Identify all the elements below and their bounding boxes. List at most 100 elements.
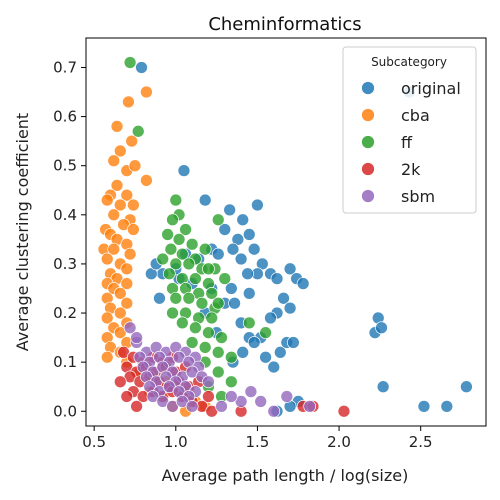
data-point-cba — [120, 296, 134, 310]
legend-label-2k: 2k — [401, 160, 421, 179]
data-point-sbm — [202, 375, 215, 389]
x-tick-label: 1.0 — [164, 433, 188, 451]
data-point-original — [460, 380, 473, 394]
data-point-ff — [189, 321, 202, 335]
data-point-ff — [195, 296, 209, 310]
data-point-ff — [202, 262, 215, 276]
data-point-original — [241, 267, 254, 281]
data-point-original — [177, 164, 191, 177]
data-point-ff — [211, 213, 225, 227]
data-point-sbm — [185, 400, 199, 413]
data-point-original — [228, 296, 241, 310]
data-point-cba — [120, 277, 134, 290]
data-point-sbm — [244, 385, 258, 398]
legend: Subcategory original cba ff 2k sbm — [342, 46, 477, 214]
data-point-ff — [182, 257, 196, 271]
data-point-ff — [215, 331, 228, 344]
legend-label-ff: ff — [401, 133, 413, 152]
data-point-original — [259, 350, 272, 364]
data-point-ff — [211, 296, 225, 310]
y-axis-label: Average clustering coefficient — [13, 113, 32, 351]
data-point-cba — [140, 85, 153, 99]
data-point-sbm — [280, 390, 294, 403]
data-point-original — [242, 228, 256, 241]
data-point-ff — [123, 56, 137, 69]
data-point-ff — [211, 365, 225, 379]
data-point-original — [283, 262, 297, 276]
data-point-ff — [156, 252, 170, 266]
data-point-sbm — [224, 390, 238, 403]
data-point-ff — [218, 272, 232, 286]
y-tick-label: 0.5 — [53, 157, 77, 175]
data-point-cba — [100, 252, 114, 266]
data-point-cba — [107, 208, 121, 222]
data-point-ff — [175, 316, 189, 330]
data-point-original — [283, 301, 297, 315]
data-point-cba — [110, 120, 124, 133]
data-point-original — [376, 380, 390, 394]
data-point-original — [135, 61, 148, 74]
data-point-ff — [172, 233, 186, 246]
data-point-cba — [122, 95, 135, 109]
legend-marker-ff — [361, 135, 375, 149]
data-point-original — [236, 345, 250, 359]
data-point-ff — [179, 223, 192, 236]
data-point-ff — [164, 242, 178, 256]
data-point-sbm — [267, 404, 281, 418]
data-point-2k — [337, 404, 351, 418]
data-point-cba — [123, 247, 137, 261]
data-point-cba — [140, 174, 153, 187]
data-point-ff — [169, 291, 183, 305]
x-tick-label: 1.5 — [245, 433, 269, 451]
data-point-ff — [224, 375, 238, 389]
data-point-ff — [169, 193, 183, 207]
data-point-ff — [162, 267, 176, 281]
x-tick-label: 0.5 — [82, 433, 106, 451]
data-point-original — [247, 336, 261, 349]
chart-title: Cheminformatics — [208, 14, 361, 35]
legend-label-original: original — [401, 79, 461, 98]
data-point-cba — [113, 287, 127, 300]
x-tick-label: 2.0 — [327, 433, 351, 451]
data-point-2k — [120, 390, 134, 403]
data-point-original — [286, 336, 300, 349]
data-point-ff — [182, 291, 196, 305]
data-point-cba — [110, 178, 124, 192]
legend-title: Subcategory — [371, 55, 447, 69]
y-tick-label: 0.7 — [53, 58, 77, 76]
points-layer — [97, 56, 473, 418]
data-point-cba — [120, 262, 134, 276]
data-point-ff — [198, 242, 212, 256]
legend-box — [342, 46, 477, 214]
data-point-original — [417, 400, 431, 413]
data-point-ff — [211, 345, 225, 359]
y-tick-label: 0.2 — [53, 304, 77, 322]
data-point-sbm — [130, 331, 143, 344]
data-point-cba — [100, 350, 114, 364]
x-axis: 0.5 1.0 1.5 2.0 2.5 — [82, 426, 433, 451]
legend-marker-sbm — [361, 189, 375, 203]
data-point-original — [242, 287, 256, 300]
data-point-original — [277, 291, 290, 305]
data-point-ff — [166, 306, 179, 320]
data-point-original — [273, 345, 287, 359]
data-point-cba — [107, 154, 121, 168]
data-point-sbm — [303, 400, 317, 413]
data-point-original — [296, 277, 310, 290]
data-point-ff — [189, 272, 202, 286]
data-point-cba — [128, 159, 142, 173]
data-point-original — [223, 203, 237, 217]
data-point-cba — [125, 134, 139, 148]
data-point-ff — [202, 326, 215, 340]
data-point-cba — [107, 242, 121, 256]
data-point-original — [375, 321, 388, 335]
data-point-ff — [185, 237, 199, 251]
data-point-ff — [131, 124, 145, 138]
data-point-sbm — [215, 400, 228, 413]
data-point-cba — [113, 306, 127, 320]
data-point-ff — [205, 287, 219, 300]
data-point-original — [226, 242, 240, 256]
y-tick-label: 0.1 — [53, 353, 77, 371]
y-tick-label: 0.6 — [53, 108, 77, 126]
